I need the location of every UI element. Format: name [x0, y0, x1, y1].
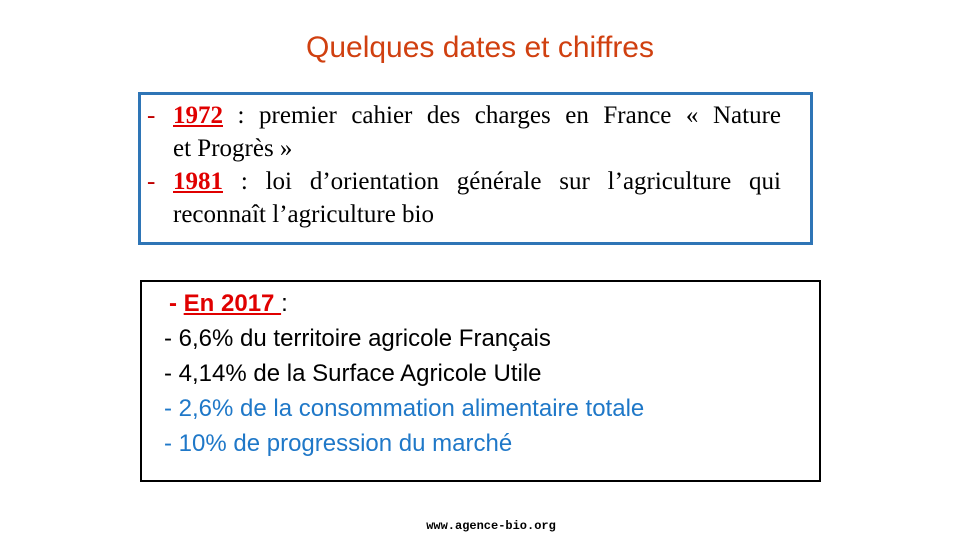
- figures-heading-dash: -: [169, 290, 184, 317]
- date-item-text: 1972 : premier cahier des charges en Fra…: [173, 99, 781, 132]
- figures-heading: - En 2017 :: [169, 286, 288, 322]
- slide-title: Quelques dates et chiffres: [306, 31, 654, 64]
- figure-item: - 2,6% de la consommation alimentaire to…: [164, 395, 645, 422]
- date-item-1972-continued: et Progrès »: [141, 132, 810, 165]
- bullet-dash: -: [147, 168, 156, 195]
- date-item-1981: - 1981 : loi d’orientation générale sur …: [141, 165, 810, 198]
- figure-item: - 6,6% du territoire agricole Français: [164, 325, 551, 352]
- date-item-description-continued: et Progrès »: [173, 135, 293, 162]
- year-1981: 1981: [173, 168, 223, 195]
- bullet-dash: -: [147, 102, 156, 129]
- figure-item: - 10% de progression du marché: [164, 430, 513, 457]
- figures-heading-year: En 2017: [183, 290, 282, 317]
- date-item-description: : loi d’orientation générale sur l’agric…: [223, 168, 781, 195]
- dates-box: - 1972 : premier cahier des charges en F…: [138, 92, 813, 245]
- date-item-text: 1981 : loi d’orientation générale sur l’…: [173, 165, 781, 198]
- date-item-description: : premier cahier des charges en France «…: [223, 102, 781, 129]
- figures-heading-colon: :: [281, 290, 288, 317]
- date-item-1972: - 1972 : premier cahier des charges en F…: [141, 99, 810, 132]
- date-item-1981-continued: reconnaît l’agriculture bio: [141, 198, 810, 231]
- year-1972: 1972: [173, 102, 223, 129]
- date-item-description-continued: reconnaît l’agriculture bio: [173, 201, 434, 228]
- figures-box: - En 2017 : - 6,6% du territoire agricol…: [140, 280, 821, 482]
- figure-item: - 4,14% de la Surface Agricole Utile: [164, 360, 542, 387]
- footer-url: www.agence-bio.org: [426, 519, 556, 533]
